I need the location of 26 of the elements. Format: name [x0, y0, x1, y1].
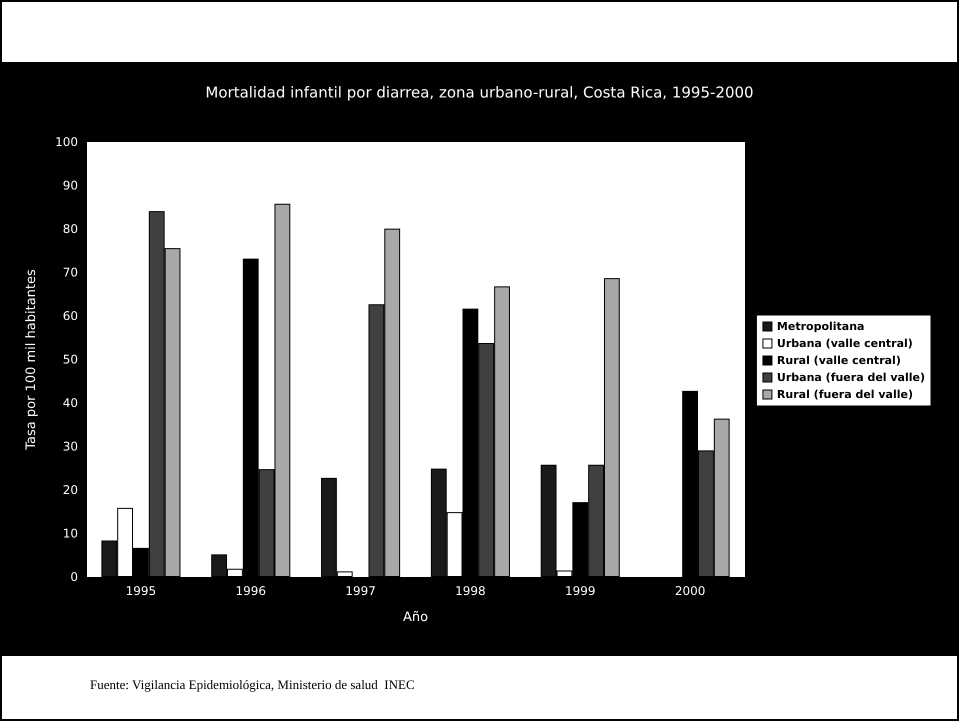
- y-tick-label: 50: [62, 352, 78, 366]
- x-tick-label: 2000: [674, 584, 706, 598]
- source-note: Fuente: Vigilancia Epidemiológica, Ministerio de salud INEC: [90, 677, 415, 692]
- y-tick-label: 100: [55, 135, 78, 149]
- y-tick-label: 40: [62, 396, 78, 410]
- chart-title: Mortalidad infantil por diarrea, zona urbano-rural, Costa Rica, 1995-2000: [205, 84, 754, 102]
- legend-label: Rural (valle central): [776, 354, 901, 367]
- x-tick-label: 1999: [564, 584, 596, 598]
- x-tick-label: 1996: [235, 584, 266, 598]
- y-tick-label: 90: [62, 178, 78, 192]
- x-tick-label: 1995: [126, 584, 156, 598]
- legend-label: Urbana (fuera del valle): [776, 371, 925, 384]
- y-axis-title: Tasa por 100 mil habitantes: [24, 269, 39, 451]
- y-tick-label: 20: [62, 483, 78, 497]
- legend-label: Metropolitana: [776, 320, 864, 333]
- y-tick-label: 60: [62, 309, 78, 323]
- legend-label: Urbana (valle central): [776, 337, 913, 350]
- legend-label: Rural (fuera del valle): [776, 388, 914, 401]
- y-tick-label: 70: [62, 266, 78, 280]
- y-tick-label: 30: [62, 440, 78, 454]
- y-tick-label: 80: [62, 222, 78, 236]
- x-tick-label: 1998: [455, 584, 486, 598]
- x-tick-label: 1997: [345, 584, 376, 598]
- x-axis-title: Año: [402, 610, 428, 625]
- y-tick-label: 0: [70, 570, 78, 584]
- y-tick-label: 10: [62, 526, 78, 540]
